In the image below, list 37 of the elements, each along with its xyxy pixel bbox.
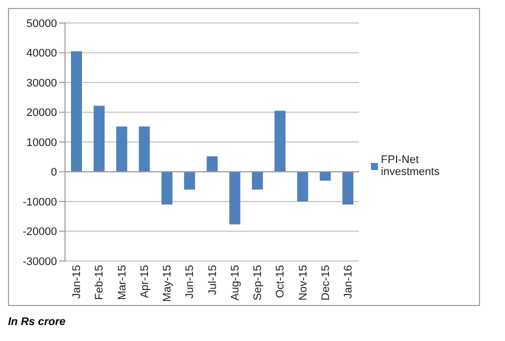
bar bbox=[297, 172, 308, 202]
y-tick-label: 30000 bbox=[26, 77, 57, 90]
y-tick-label: 20000 bbox=[26, 107, 57, 120]
bar bbox=[161, 172, 172, 204]
x-tick-label: Nov-15 bbox=[297, 265, 310, 300]
bar bbox=[229, 172, 240, 224]
y-tick-label: -30000 bbox=[22, 256, 57, 268]
x-tick-label: May-15 bbox=[162, 265, 174, 302]
x-tick-label: Oct-15 bbox=[274, 265, 287, 298]
x-tick-label: Sep-15 bbox=[252, 265, 264, 300]
bar bbox=[342, 172, 354, 204]
x-tick-label: Apr-15 bbox=[138, 265, 151, 298]
x-tick-label: Jul-15 bbox=[206, 265, 219, 295]
bar bbox=[94, 106, 105, 172]
x-tick-label: Aug-15 bbox=[229, 265, 242, 300]
bar bbox=[206, 156, 218, 172]
bar bbox=[138, 126, 150, 172]
y-tick-label: -10000 bbox=[22, 196, 57, 208]
legend-label: FPI-Net investments bbox=[380, 154, 441, 178]
bar bbox=[184, 172, 196, 190]
x-tick-label: Jun-15 bbox=[184, 265, 196, 299]
x-tick-label: Mar-15 bbox=[116, 265, 128, 300]
x-tick-label: Dec-15 bbox=[320, 265, 332, 300]
x-tick-label: Jan-16 bbox=[342, 265, 354, 299]
y-tick-label: 0 bbox=[50, 166, 57, 179]
y-tick-label: 50000 bbox=[26, 18, 57, 30]
bar bbox=[71, 51, 82, 172]
bar bbox=[116, 126, 128, 172]
text: In Rs crore bbox=[8, 316, 66, 328]
x-tick-label: Feb-15 bbox=[94, 265, 106, 300]
y-tick-label: 40000 bbox=[26, 48, 57, 60]
y-tick-label: -20000 bbox=[22, 226, 57, 238]
bar bbox=[274, 110, 286, 172]
y-tick-label: 10000 bbox=[26, 136, 57, 149]
x-tick-label: Jan-15 bbox=[71, 265, 84, 299]
bar bbox=[252, 172, 263, 190]
bar bbox=[320, 172, 331, 181]
